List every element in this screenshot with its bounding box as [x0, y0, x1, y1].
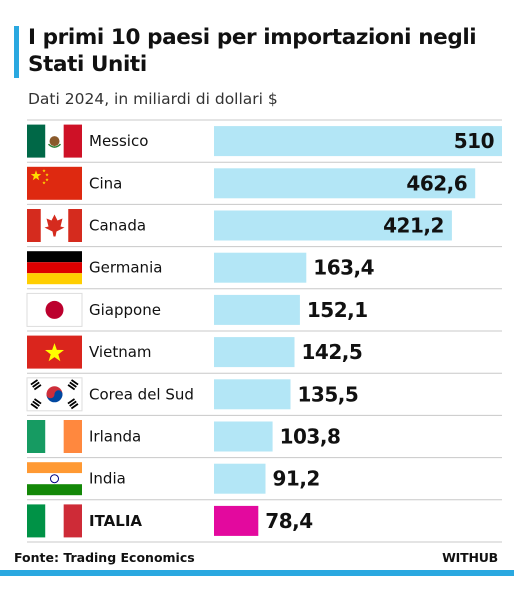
bar	[214, 126, 502, 157]
category-label: Giappone	[89, 301, 161, 319]
south-korea-flag-icon	[26, 377, 83, 412]
category-label: Vietnam	[89, 343, 152, 361]
bar	[214, 294, 300, 325]
value-label: 142,5	[302, 340, 363, 364]
bar	[214, 252, 307, 283]
category-label: Corea del Sud	[89, 385, 194, 403]
vietnam-flag-icon	[27, 335, 82, 369]
value-label: 152,1	[307, 298, 368, 322]
category-label: Canada	[89, 217, 146, 235]
value-label: 78,4	[265, 509, 312, 533]
category-label: Germania	[89, 259, 162, 277]
bar-chart: Messico 510 Cina 462,6 Canada 421,2 Germania 16…	[26, 119, 502, 543]
category-label: Messico	[89, 132, 148, 150]
category-label: Cina	[89, 174, 122, 192]
category-label: Irlanda	[89, 428, 141, 446]
bar	[214, 505, 259, 536]
title-accent-bar	[14, 26, 19, 78]
bar	[214, 379, 291, 410]
brand-logo: WITHUB	[442, 550, 498, 565]
bar	[214, 337, 295, 368]
canada-flag-icon	[27, 209, 82, 242]
value-label: 510	[454, 129, 494, 153]
bar	[214, 463, 266, 494]
value-label: 421,2	[383, 214, 444, 238]
india-flag-icon	[27, 462, 82, 496]
chart-title: I primi 10 paesi per importazioni negli …	[28, 25, 477, 77]
value-label: 91,2	[273, 467, 320, 491]
category-label: India	[89, 470, 126, 488]
china-flag-icon	[27, 166, 82, 200]
bar	[214, 168, 476, 199]
germany-flag-icon	[27, 251, 82, 285]
value-label: 462,6	[406, 171, 467, 195]
italy-flag-icon	[27, 504, 82, 538]
value-label: 135,5	[298, 382, 359, 406]
source-note: Fonte: Trading Economics	[14, 550, 195, 565]
value-label: 163,4	[313, 256, 374, 280]
category-label: ITALIA	[89, 512, 142, 530]
chart-subtitle: Dati 2024, in miliardi di dollari $	[28, 90, 278, 108]
bar	[214, 421, 273, 452]
japan-flag-icon	[26, 292, 83, 327]
bar	[214, 210, 452, 241]
ireland-flag-icon	[27, 420, 82, 453]
mexico-flag-icon	[27, 124, 82, 158]
bottom-accent-line	[0, 570, 514, 576]
value-label: 103,8	[280, 425, 341, 449]
